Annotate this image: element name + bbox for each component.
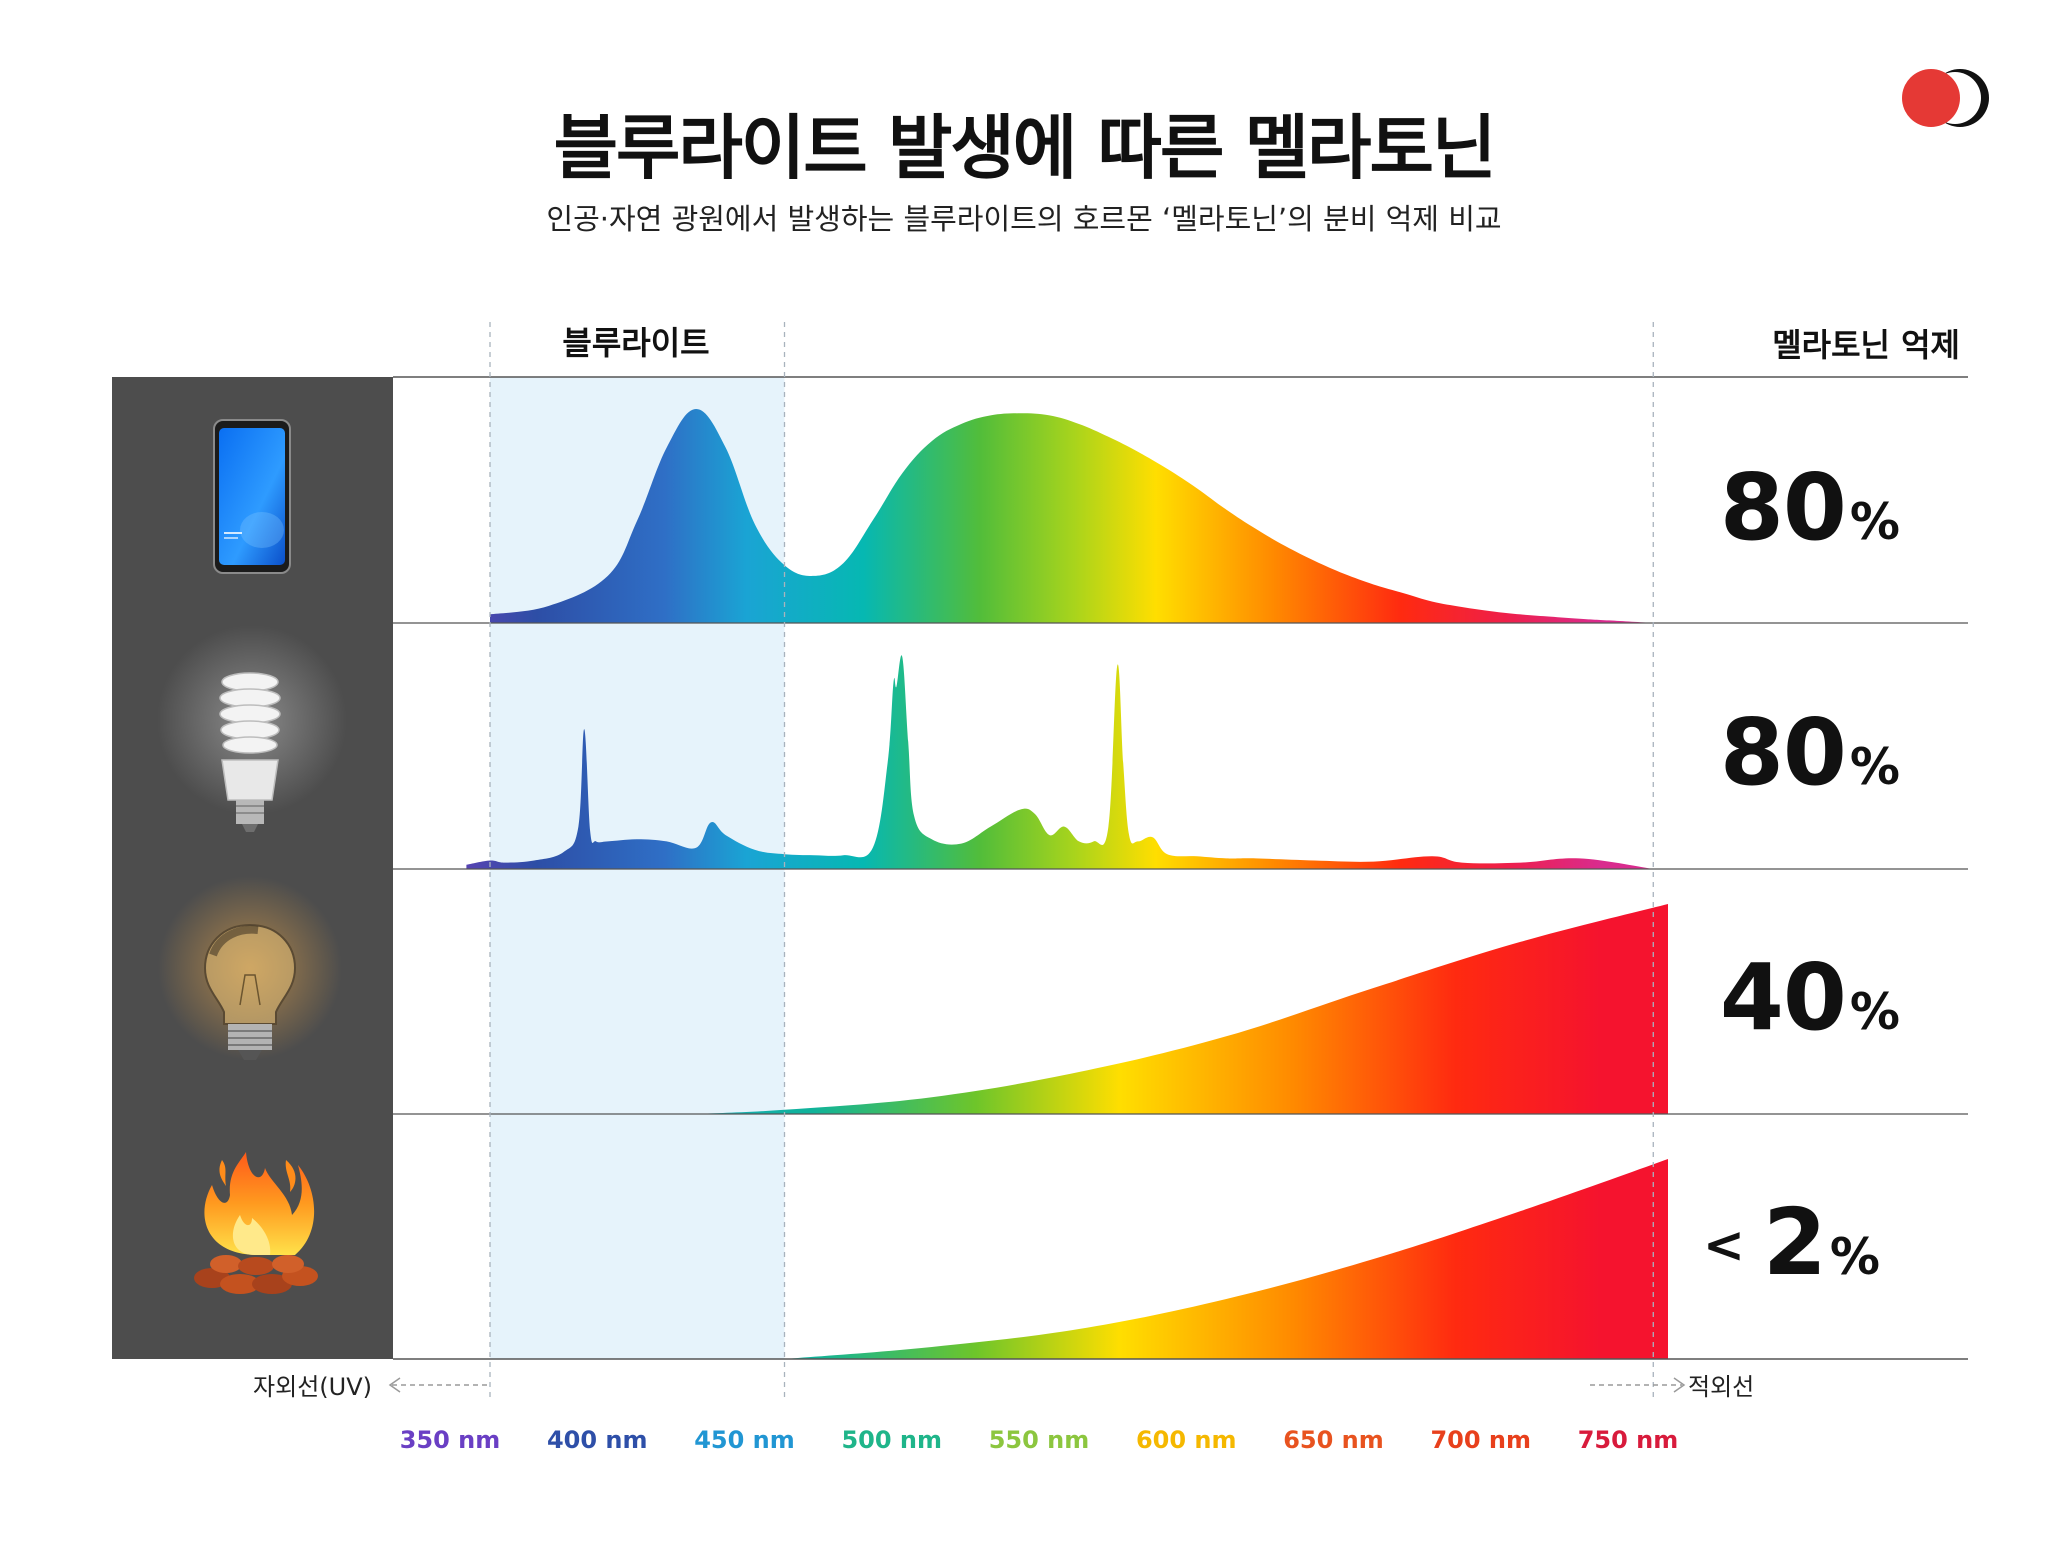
x-tick-label: 350 nm	[400, 1426, 501, 1454]
suppression-value-incandescent: 40%	[1719, 944, 1900, 1051]
suppression-value-fire: <2%	[1702, 1189, 1880, 1296]
x-tick-label: 700 nm	[1430, 1426, 1531, 1454]
spectrum-area-cfl	[466, 655, 1654, 869]
smartphone-icon	[213, 419, 291, 574]
ir-label: 적외선	[1688, 1373, 1755, 1401]
spectrum-area-incandescent	[696, 904, 1668, 1114]
spectrum-area-smartphone	[490, 409, 1654, 623]
blue-light-header: 블루라이트	[562, 324, 710, 362]
x-tick-label: 500 nm	[841, 1426, 942, 1454]
suppression-value-smartphone: 80%	[1719, 454, 1900, 561]
x-tick-label: 750 nm	[1578, 1426, 1679, 1454]
brand-logo-icon	[1902, 69, 1989, 127]
x-tick-label: 600 nm	[1136, 1426, 1237, 1454]
x-tick-label: 550 nm	[989, 1426, 1090, 1454]
uv-arrow-head	[388, 1377, 401, 1393]
incandescent-bulb-icon	[158, 876, 342, 1060]
uv-label: 자외선(UV)	[253, 1373, 372, 1401]
spectrum-area-fire	[784, 1159, 1668, 1359]
x-tick-label: 400 nm	[547, 1426, 648, 1454]
melatonin-suppression-header: 멜라토닌 억제	[1772, 326, 1960, 364]
page-title: 블루라이트 발생에 따른 멜라토닌	[553, 107, 1497, 189]
campfire-icon	[194, 1152, 318, 1294]
ir-arrow-head	[1673, 1377, 1686, 1393]
x-tick-label: 650 nm	[1283, 1426, 1384, 1454]
x-tick-label: 450 nm	[694, 1426, 795, 1454]
cfl-bulb-icon	[157, 625, 347, 832]
page-subtitle: 인공·자연 광원에서 발생하는 블루라이트의 호르몬 ‘멜라토닌’의 분비 억제…	[546, 202, 1502, 236]
suppression-value-cfl: 80%	[1719, 699, 1900, 806]
